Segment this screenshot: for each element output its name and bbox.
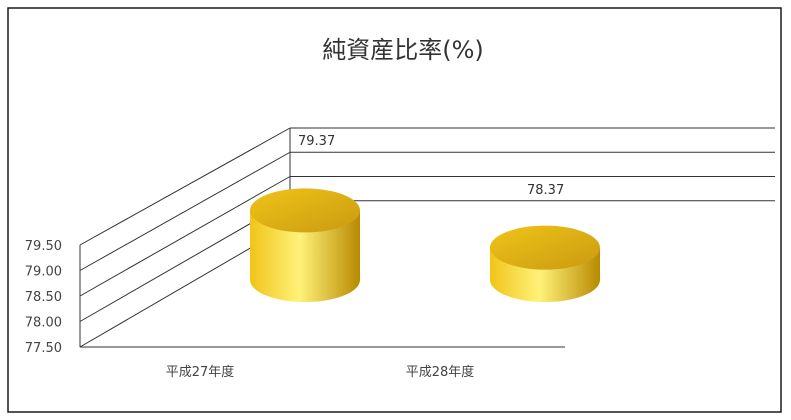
gridline [79, 176, 775, 297]
y-axis: 79.50 79.00 78.50 78.00 77.50 [25, 239, 62, 356]
bar [250, 188, 360, 302]
y-tick-label: 78.00 [25, 316, 62, 331]
bar [490, 225, 600, 302]
chart-border [7, 7, 782, 413]
data-labels: 79.37 78.37 [298, 134, 564, 198]
y-tick-label: 79.50 [25, 239, 62, 254]
bars [250, 188, 600, 302]
category-label: 平成28年度 [406, 364, 475, 380]
chart-title: 純資産比率(%) [322, 36, 484, 64]
x-axis: 平成27年度 平成28年度 [166, 364, 475, 380]
grid [79, 127, 775, 348]
data-label: 79.37 [298, 134, 335, 149]
gridline [79, 151, 775, 271]
y-tick-label: 77.50 [25, 341, 62, 356]
y-tick-label: 79.00 [25, 265, 62, 280]
category-label: 平成27年度 [166, 364, 235, 380]
gridline [79, 127, 775, 246]
y-tick-label: 78.50 [25, 290, 62, 305]
data-label: 78.37 [527, 183, 564, 198]
